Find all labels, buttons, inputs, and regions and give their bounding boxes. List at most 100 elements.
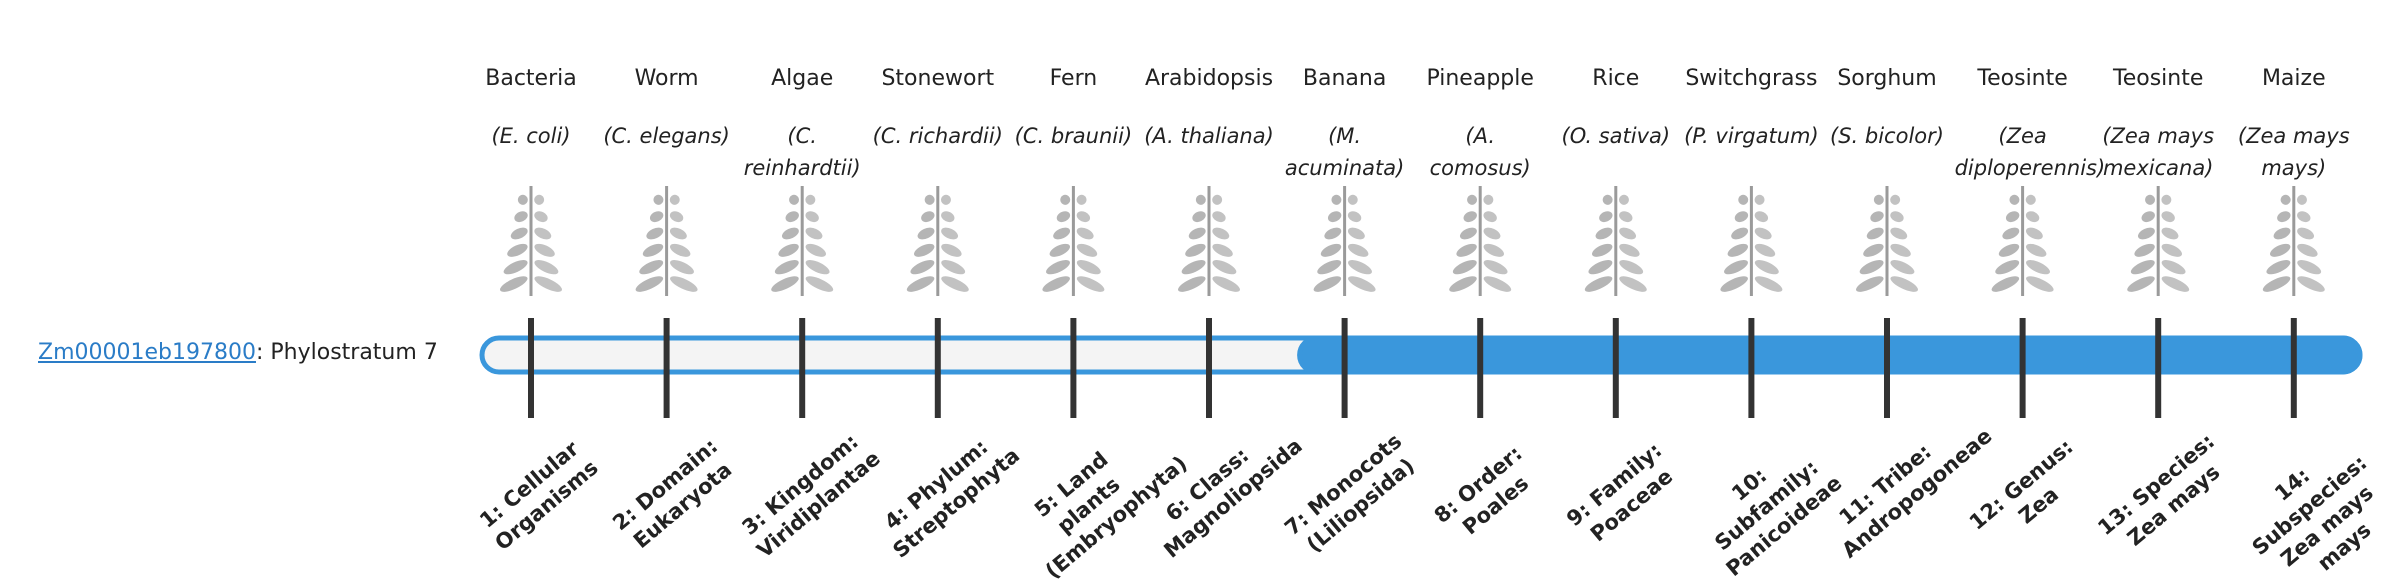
image-part: [2025, 211, 2040, 223]
image-part: [534, 194, 545, 205]
image-part: [1212, 260, 1237, 275]
image-part: [1588, 260, 1613, 275]
image-part: [1347, 227, 1365, 240]
image-part: [1995, 260, 2020, 275]
image-part: [534, 211, 548, 223]
image-part: [1890, 227, 1908, 240]
image-part: [805, 194, 816, 205]
image-part: [1866, 227, 1884, 240]
organism-species: (Zea diploperennis): [1954, 124, 2106, 180]
image-part: [1998, 243, 2020, 257]
image-part: [1076, 260, 1101, 275]
organism-species: (C. richardii): [872, 124, 1003, 148]
organism-name: Teosinte: [2113, 66, 2204, 91]
image-part: [1619, 243, 1640, 257]
image-part: [805, 276, 834, 292]
organism-name: Bacteria: [485, 66, 577, 91]
image-part: [778, 243, 799, 257]
image-part: [2297, 227, 2315, 240]
organism-name: Sorghum: [1837, 66, 1937, 91]
image-part: [941, 260, 966, 275]
image-part: [805, 243, 826, 257]
image-part: [514, 211, 528, 223]
image-part: [781, 227, 799, 240]
image-part: [2161, 194, 2172, 205]
image-part: [1060, 194, 1071, 205]
image-part: [517, 194, 528, 205]
image-part: [1463, 211, 1477, 223]
image-part: [2296, 194, 2307, 205]
image-part: [2026, 243, 2047, 257]
image-part: [1459, 227, 1477, 240]
organism-name: Switchgrass: [1685, 66, 1818, 91]
organism-name: Fern: [1049, 66, 1098, 91]
gene-label: Zm00001eb197800: Phylostratum 7: [38, 340, 438, 365]
image-part: [1738, 194, 1749, 205]
image-part: [1602, 194, 1613, 205]
image-part: [1592, 243, 1613, 257]
image-part: [1056, 211, 1071, 223]
organism-species: (Zea mays mays): [2237, 124, 2350, 180]
image-part: [2005, 211, 2020, 223]
image-part: [1456, 243, 1477, 257]
organism-species: (C. braunii): [1014, 124, 1133, 148]
image-part: [500, 276, 528, 292]
image-part: [1188, 227, 1206, 240]
image-part: [940, 194, 951, 205]
image-part: [2141, 211, 2155, 223]
image-part: [2297, 211, 2311, 223]
image-part: [2134, 243, 2155, 257]
organism-species: (C. elegans): [603, 124, 730, 148]
organism-name: Worm: [634, 66, 699, 91]
gene-link[interactable]: Zm00001eb197800: [38, 340, 256, 365]
image-part: [1619, 211, 1633, 223]
image-part: [1483, 243, 1504, 257]
image-part: [1619, 227, 1637, 240]
image-part: [670, 260, 694, 275]
organism-species: (M. acuminata): [1284, 124, 1405, 180]
image-part: [1724, 260, 1748, 275]
image-part: [789, 194, 800, 205]
image-part: [785, 211, 799, 223]
image-part: [2161, 243, 2182, 257]
image-part: [1599, 211, 1613, 223]
image-part: [1991, 276, 2020, 292]
image-part: [917, 227, 935, 240]
organism-image: [2127, 186, 2190, 296]
organism-image: [1178, 186, 1240, 296]
image-part: [1863, 243, 1884, 257]
image-part: [1212, 243, 1233, 257]
image-part: [1348, 260, 1372, 275]
organism-image: [1991, 186, 2054, 296]
organism-species: (C. reinhardtii): [743, 124, 861, 180]
image-part: [1720, 276, 1748, 292]
image-part: [2002, 227, 2020, 240]
image-part: [669, 194, 680, 205]
gene-prefix: : Phylostratum: [255, 340, 417, 365]
organism-species: (A. thaliana): [1144, 124, 1274, 148]
image-part: [1754, 260, 1779, 275]
image-part: [805, 260, 830, 275]
image-part: [669, 227, 687, 240]
image-part: [507, 243, 528, 257]
image-part: [2145, 194, 2156, 205]
organism-name: Rice: [1592, 66, 1640, 91]
organism-species: (P. virgatum): [1684, 124, 1819, 148]
image-part: [906, 276, 935, 292]
image-part: [1595, 227, 1613, 240]
image-part: [534, 276, 562, 292]
image-part: [1890, 260, 1915, 275]
image-part: [1619, 260, 1644, 275]
image-part: [2161, 276, 2190, 292]
image-part: [914, 243, 935, 257]
image-part: [1212, 227, 1230, 240]
image-part: [1618, 194, 1629, 205]
image-part: [669, 211, 684, 223]
image-part: [2273, 227, 2291, 240]
image-part: [1076, 276, 1105, 292]
image-part: [2280, 194, 2291, 205]
image-part: [2009, 194, 2020, 205]
image-part: [1181, 260, 1206, 275]
image-part: [1076, 194, 1087, 205]
organism-image: [1720, 186, 1783, 296]
